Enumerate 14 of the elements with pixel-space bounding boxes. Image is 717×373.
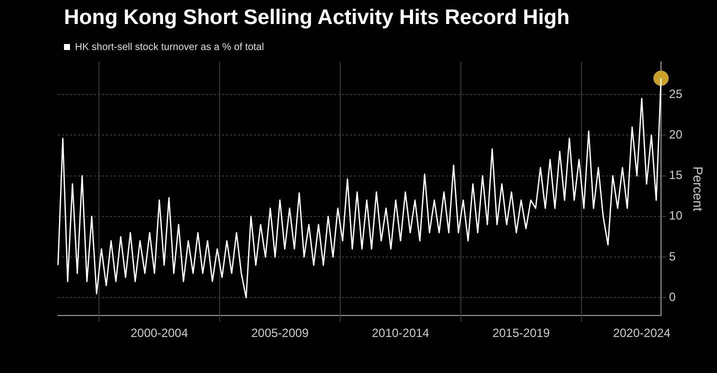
y-tick-label: 25	[669, 86, 683, 101]
y-axis-title: Percent	[690, 166, 706, 212]
legend-label: HK short-sell stock turnover as a % of total	[75, 42, 264, 53]
y-tick-label: 20	[669, 127, 683, 142]
x-tick-label: 2015-2019	[492, 326, 550, 340]
y-tick-label: 5	[669, 249, 676, 264]
y-tick-label: 15	[669, 168, 683, 182]
x-tick-label: 2005-2009	[251, 326, 309, 340]
x-tick-label: 2000-2004	[130, 326, 188, 340]
x-tick-label: 2010-2014	[372, 326, 430, 340]
chart-title: Hong Kong Short Selling Activity Hits Record High	[64, 6, 570, 30]
x-tick-label: 2020-2024	[613, 326, 671, 340]
y-tick-label: 0	[669, 290, 676, 304]
y-tick-label: 10	[669, 208, 683, 223]
